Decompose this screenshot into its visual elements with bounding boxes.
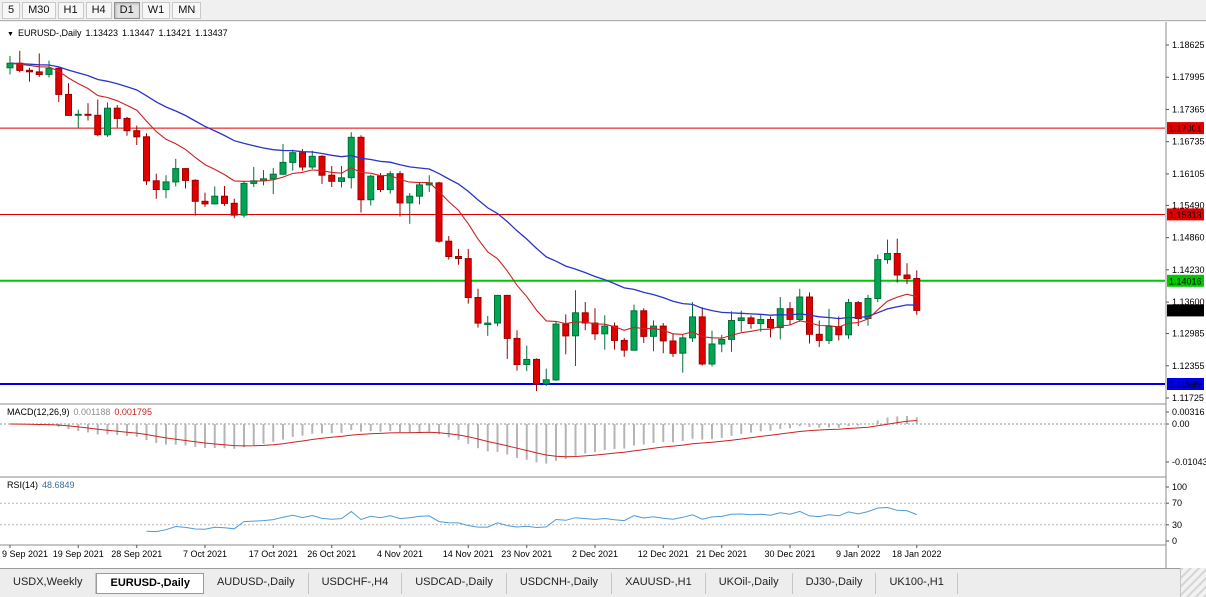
- high-value: 1.13447: [122, 28, 155, 38]
- date-tick-label: 12 Dec 2021: [637, 549, 689, 559]
- price-tick-label: 1.12355: [1172, 361, 1205, 371]
- date-tick-label: 2 Dec 2021: [571, 549, 619, 559]
- level-price-badge: 1.11999: [1167, 378, 1204, 390]
- rsi-name: RSI(14): [7, 480, 39, 490]
- macd-label: MACD(12,26,9) 0.001188 0.001795: [7, 407, 156, 417]
- macd-histogram: [18, 415, 918, 464]
- symbol-dropdown-icon[interactable]: ▼: [7, 31, 14, 38]
- chart-tab-dj30-daily[interactable]: DJ30-,Daily: [793, 573, 877, 594]
- chart-tab-usdcnh-daily[interactable]: USDCNH-,Daily: [507, 573, 613, 594]
- svg-text:100: 100: [1172, 482, 1187, 492]
- current-price-badge: 1.13437: [1167, 304, 1204, 317]
- close-value: 1.13437: [195, 28, 228, 38]
- rsi-line: [146, 506, 917, 533]
- price-tick-label: 1.16735: [1172, 137, 1205, 147]
- date-tick-label: 28 Sep 2021: [111, 549, 163, 559]
- level-price-badge: 1.17001: [1167, 122, 1204, 135]
- timeframe-button-h1[interactable]: H1: [57, 1, 84, 19]
- timeframe-button-mn[interactable]: MN: [172, 1, 202, 19]
- chart-tab-usdchf-h4[interactable]: USDCHF-,H4: [309, 573, 403, 594]
- level-price-badge: 1.14016: [1167, 274, 1204, 287]
- symbol-label: EURUSD-,Daily: [17, 28, 82, 38]
- chart-tab-uk100-h1[interactable]: UK100-,H1: [876, 573, 958, 594]
- rsi-label: RSI(14) 48.6849: [7, 480, 79, 490]
- date-tick-label: 21 Dec 2021: [696, 549, 748, 559]
- price-tick-label: 1.12985: [1172, 329, 1205, 339]
- date-tick-label: 9 Sep 2021: [2, 549, 49, 559]
- svg-text:0.00316: 0.00316: [1172, 407, 1205, 417]
- svg-text:1.14016: 1.14016: [1169, 276, 1202, 286]
- level-price-badge: 1.15313: [1167, 208, 1204, 221]
- timeframe-button-d1[interactable]: D1: [113, 1, 140, 19]
- chart-tab-bar: USDX,Weekly EURUSD-,Daily AUDUSD-,Daily USD…: [0, 568, 1206, 597]
- price-tick-label: 1.17995: [1172, 72, 1205, 82]
- date-tick-label: 14 Nov 2021: [442, 549, 494, 559]
- date-axis[interactable]: 9 Sep 2021 19 Sep 2021 28 Sep 2021 7 Oct 20…: [0, 549, 1164, 563]
- svg-text:1.17001: 1.17001: [1169, 124, 1202, 134]
- date-tick-label: 7 Oct 2021: [182, 549, 228, 559]
- timeframe-button-w1[interactable]: W1: [141, 1, 171, 19]
- svg-text:30: 30: [1172, 520, 1182, 530]
- price-tick-label: 1.16105: [1172, 169, 1205, 179]
- price-tick-label: 1.11725: [1172, 393, 1204, 403]
- ma-fast-line: [9, 62, 917, 339]
- open-value: 1.13423: [85, 28, 118, 38]
- svg-text:-0.01043: -0.01043: [1172, 457, 1206, 467]
- timeframe-button-5[interactable]: 5: [2, 1, 21, 19]
- price-chart[interactable]: 1.18625 1.17995 1.17365 1.16735 1.16105 1.154…: [0, 22, 1206, 568]
- chart-tab-audusd-daily[interactable]: AUDUSD-,Daily: [204, 573, 309, 594]
- price-tick-label: 1.13600: [1172, 297, 1205, 307]
- date-tick-label: 30 Dec 2021: [764, 549, 816, 559]
- timeframe-button-h4[interactable]: H4: [85, 1, 112, 19]
- svg-text:1.11999: 1.11999: [1169, 379, 1201, 389]
- price-axis[interactable]: 1.18625 1.17995 1.17365 1.16735 1.16105 1.154…: [1166, 40, 1206, 546]
- svg-text:1.15313: 1.15313: [1169, 210, 1202, 220]
- price-tick-label: 1.15490: [1172, 200, 1205, 210]
- price-tick-label: 1.17365: [1172, 104, 1205, 114]
- date-tick-label: 26 Oct 2021: [307, 549, 357, 559]
- date-tick-label: 19 Sep 2021: [52, 549, 104, 559]
- ma-slow-line: [9, 62, 917, 320]
- resize-grip[interactable]: [1180, 568, 1206, 597]
- low-value: 1.13421: [158, 28, 192, 38]
- date-tick-label: 18 Jan 2022: [891, 549, 942, 559]
- price-tick-label: 1.18625: [1172, 40, 1205, 50]
- timeframe-toolbar: 5 M30 H1 H4 D1 W1 MN: [0, 0, 1206, 21]
- macd-name: MACD(12,26,9): [7, 407, 70, 417]
- rsi-value: 48.6849: [42, 480, 75, 490]
- macd-signal-value: 0.001795: [114, 407, 152, 417]
- chart-tab-usdx-weekly[interactable]: USDX,Weekly: [0, 573, 97, 594]
- chart-tab-ukoil-daily[interactable]: UKOil-,Daily: [706, 573, 793, 594]
- date-tick-label: 9 Jan 2022: [835, 549, 881, 559]
- chart-area[interactable]: 1.18625 1.17995 1.17365 1.16735 1.16105 1.154…: [0, 22, 1206, 569]
- svg-text:70: 70: [1172, 498, 1182, 508]
- chart-tab-xauusd-h1[interactable]: XAUUSD-,H1: [612, 573, 706, 594]
- svg-text:0.00: 0.00: [1172, 419, 1190, 429]
- svg-text:1.13437: 1.13437: [1169, 306, 1202, 316]
- price-tick-label: 1.14860: [1172, 233, 1205, 243]
- macd-main-value: 0.001188: [73, 407, 111, 417]
- date-tick-label: 23 Nov 2021: [501, 549, 553, 559]
- chart-ohlc-title: ▼ EURUSD-,Daily 1.13423 1.13447 1.13421 1.134…: [7, 28, 232, 38]
- candlestick-series: [6, 50, 921, 392]
- date-tick-label: 4 Nov 2021: [376, 549, 424, 559]
- timeframe-button-m30[interactable]: M30: [22, 1, 56, 19]
- chart-tab-eurusd-daily[interactable]: EURUSD-,Daily: [96, 573, 204, 594]
- level-lines-layer: [0, 127, 1165, 385]
- date-tick-label: 17 Oct 2021: [248, 549, 298, 559]
- price-tick-label: 1.14230: [1172, 265, 1205, 275]
- chart-tab-usdcad-daily[interactable]: USDCAD-,Daily: [402, 573, 507, 594]
- macd-signal-line: [9, 420, 917, 458]
- svg-text:0: 0: [1172, 536, 1177, 546]
